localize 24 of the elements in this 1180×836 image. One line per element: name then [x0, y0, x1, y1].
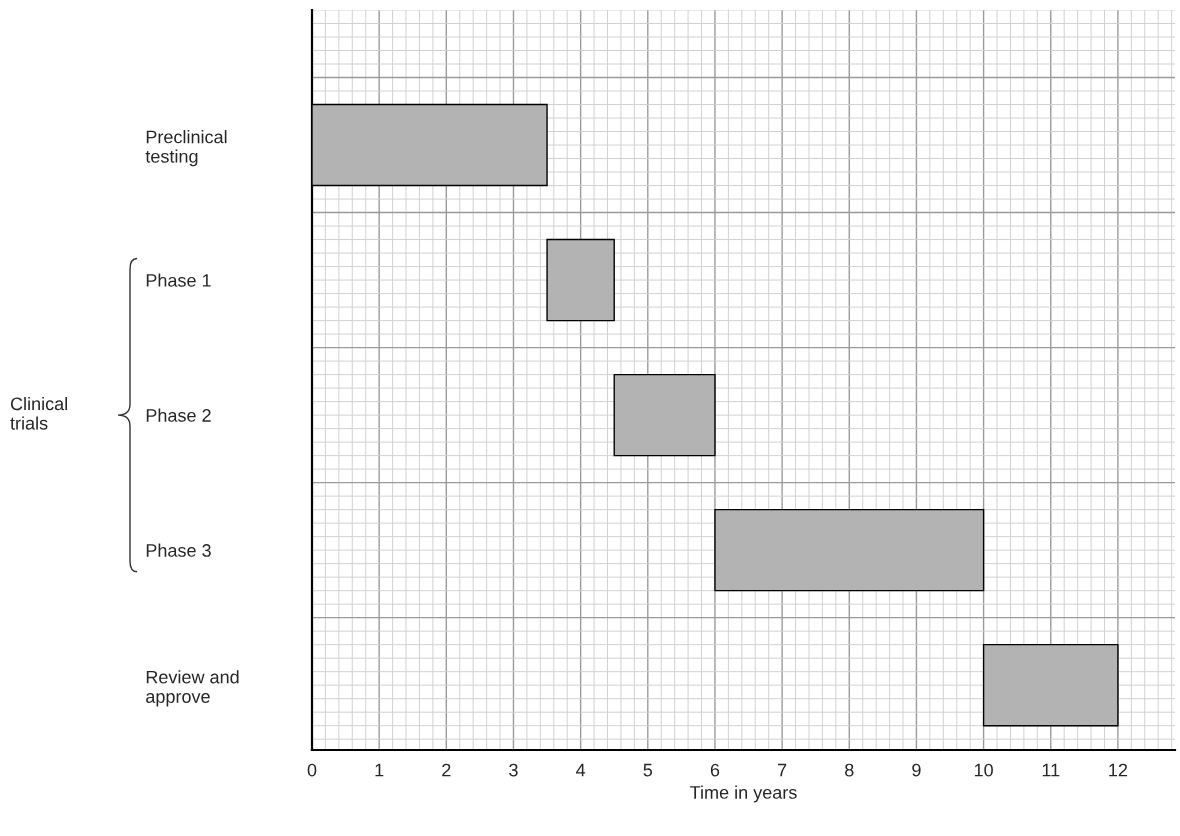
x-tick-label: 9 [912, 763, 921, 777]
x-tick-label: 7 [778, 763, 787, 777]
x-axis-title: Time in years [690, 785, 797, 803]
x-tick-label: 6 [710, 763, 720, 777]
y-tick-label: Phase 2 [146, 408, 211, 422]
y-tick-label: Phase 1 [146, 273, 211, 287]
x-tick-label: 0 [307, 763, 317, 777]
x-tick-label: 11 [1042, 763, 1060, 777]
x-tick-label: 10 [974, 763, 993, 777]
text: Clinical trials [10, 396, 67, 430]
bar [982, 643, 1119, 727]
x-tick-label: 12 [1109, 763, 1128, 777]
x-tick-label: 3 [509, 763, 518, 777]
y-tick-label: Preclinical testing [145, 130, 227, 167]
x-tick-label: 5 [643, 763, 653, 777]
y-tick-label: Review and approve [146, 670, 239, 707]
bar [714, 508, 985, 592]
x-tick-label: 2 [442, 763, 451, 777]
x-tick-label: 4 [576, 763, 586, 777]
y-tick-label: Phase 3 [146, 543, 211, 557]
x-tick-label: 8 [845, 763, 854, 777]
x-tick-label: 1 [375, 763, 384, 777]
bar [613, 373, 716, 457]
bar [546, 238, 615, 322]
